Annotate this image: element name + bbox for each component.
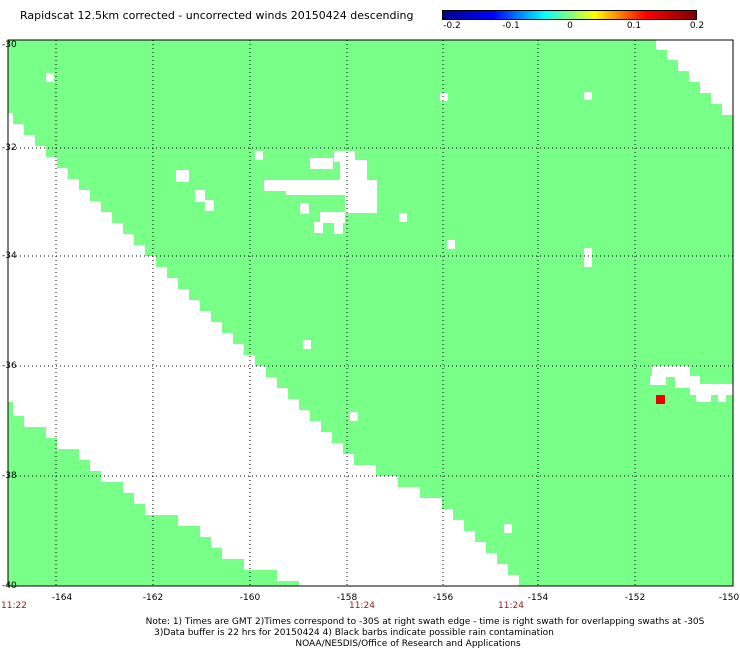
colorbar-tick-3: 0 (567, 21, 573, 31)
swath-left (8, 402, 299, 586)
time-label-1: 11:22 (1, 601, 27, 611)
time-label-3: 11:24 (498, 601, 524, 611)
colorbar-tick-2: -0.1 (502, 21, 520, 31)
lat-label-38: -38 (2, 471, 17, 481)
colorbar-tick-4: 0.1 (626, 21, 642, 31)
lon-label-150: -150 (718, 593, 740, 603)
lon-label-152: -152 (624, 593, 646, 603)
colorbar (442, 10, 697, 20)
footnote-line-3: NOAA/NESDIS/Office of Research and Appli… (295, 639, 521, 649)
lon-label-160: -160 (239, 593, 261, 603)
swath-region (8, 40, 733, 586)
lon-label-154: -154 (527, 593, 549, 603)
colorbar-tick-5: 0.2 (689, 21, 705, 31)
colorbar-tick-1: -0.2 (443, 21, 461, 31)
lon-label-158: -158 (336, 593, 358, 603)
lon-label-156: -156 (432, 593, 454, 603)
lat-label-30: -30 (2, 40, 17, 50)
lat-label-34: -34 (2, 251, 17, 261)
lat-label-40: -40 (2, 581, 17, 591)
footnote-line-2: 3)Data buffer is 22 hrs for 20150424 4) … (154, 628, 554, 638)
lon-label-162: -162 (142, 593, 164, 603)
lat-label-32: -32 (2, 143, 17, 153)
lat-label-36: -36 (2, 361, 17, 371)
graticule (8, 40, 733, 586)
rain-flag-cell (656, 395, 665, 404)
swath-right (8, 40, 733, 586)
footnote-line-1: Note: 1) Times are GMT 2)Times correspon… (145, 617, 705, 627)
map-title: Rapidscat 12.5km corrected - uncorrected… (20, 9, 414, 22)
time-label-2: 11:24 (349, 601, 375, 611)
lon-label-164: -164 (51, 593, 73, 603)
missing-data-cells (46, 73, 733, 533)
map-frame (7, 39, 734, 587)
